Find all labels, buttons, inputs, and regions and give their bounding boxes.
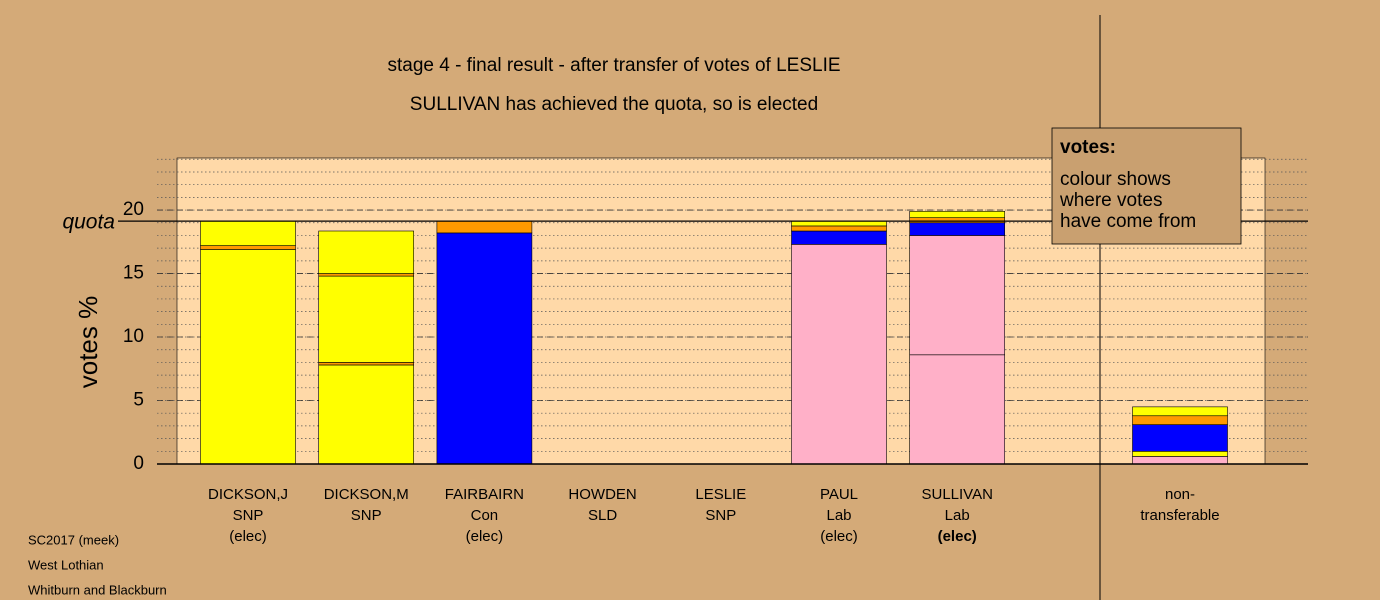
footer-text: West Lothian [28,557,104,572]
bar-segment [200,245,296,250]
bar-segment [791,220,887,227]
legend-title: votes: [1060,137,1116,158]
bar-segment [436,232,533,465]
category-label: Lab [945,507,970,524]
category-label: (elec) [229,528,267,545]
bar-segment [1132,415,1228,425]
category-label: HOWDEN [568,486,636,503]
footer-text: Whitburn and Blackburn [28,582,167,597]
bar-segment [318,275,415,363]
category-label: SNP [351,507,382,524]
legend-text: colour shows [1060,169,1171,190]
category-label: DICKSON,M [324,486,409,503]
category-label: SULLIVAN [921,486,992,503]
y-tick-label: 15 [123,263,144,284]
bar-segment [909,217,1006,224]
y-axis-label: votes % [73,296,103,389]
category-label: SLD [588,507,617,524]
bar-segment [909,211,1006,218]
category-label: SNP [233,507,264,524]
bar-segment [791,230,887,245]
y-tick-label: 20 [123,199,144,220]
quota-label: quota [62,211,115,234]
bar-segment [1132,424,1228,452]
bar-segment [791,225,887,232]
bar-segment [318,364,415,465]
category-label: non- [1165,486,1195,503]
category-label: (elec) [466,528,504,545]
y-tick-label: 5 [133,390,144,411]
legend-box [1051,127,1242,245]
category-label: FAIRBAIRN [445,486,524,503]
bar-segment [791,244,887,465]
footer-text: SC2017 (meek) [28,532,119,547]
bar-segment [318,273,415,277]
bar-segment [436,220,533,234]
bar-segment [909,235,1006,356]
y-tick-label: 10 [123,326,144,347]
category-label: DICKSON,J [208,486,288,503]
bar-segment [909,354,1006,465]
legend-text: where votes [1059,190,1162,211]
category-label: Con [471,507,499,524]
bar-segment [318,230,415,274]
category-label: transferable [1140,507,1219,524]
category-label: PAUL [820,486,858,503]
category-label: LESLIE [695,486,746,503]
bar-segment [200,249,296,465]
category-label: (elec) [938,528,977,545]
chart-title: stage 4 - final result - after transfer … [387,55,840,76]
bar-segment [318,362,415,366]
category-label: SNP [705,507,736,524]
bar-segment [1132,451,1228,457]
bar-segment [200,220,296,246]
y-tick-label: 0 [133,453,144,474]
category-label: (elec) [820,528,858,545]
bar-segment [1132,406,1228,417]
category-label: Lab [826,507,851,524]
chart-subtitle: SULLIVAN has achieved the quota, so is e… [410,94,818,115]
bar-segment [909,222,1006,236]
bar-segment [1132,456,1228,465]
legend-text: have come from [1060,211,1196,232]
